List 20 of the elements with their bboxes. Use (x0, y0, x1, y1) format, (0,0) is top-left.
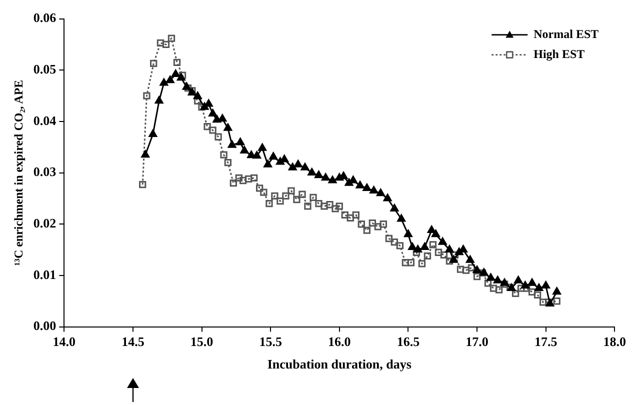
x-tick-label: 15.5 (259, 334, 282, 349)
x-tick-label: 16.0 (328, 334, 351, 349)
x-tick-label: 16.5 (396, 334, 420, 349)
y-tick-label: 0.01 (33, 266, 56, 282)
x-tick-label: 17.0 (466, 334, 488, 349)
y-axis-title: ¹³C enrichment in expired CO₂, APE (11, 80, 26, 266)
y-tick-label: 0.02 (33, 215, 56, 230)
y-tick-label: 0.03 (33, 164, 57, 180)
legend-label: Normal EST (534, 26, 599, 41)
x-axis-title: Incubation duration, days (267, 356, 412, 372)
y-tick-label: 0.00 (33, 318, 56, 334)
y-tick-label: 0.04 (33, 112, 57, 128)
y-tick-label: 0.05 (33, 61, 57, 76)
x-tick-label: 14.0 (52, 334, 76, 349)
x-tick-label: 15.0 (190, 334, 214, 349)
x-tick-label: 14.5 (122, 334, 145, 349)
x-tick-label: 18.0 (603, 334, 626, 349)
legend-label: High EST (534, 46, 585, 61)
y-tick-label: 0.06 (33, 10, 57, 26)
x-tick-label: 17.5 (534, 334, 558, 349)
